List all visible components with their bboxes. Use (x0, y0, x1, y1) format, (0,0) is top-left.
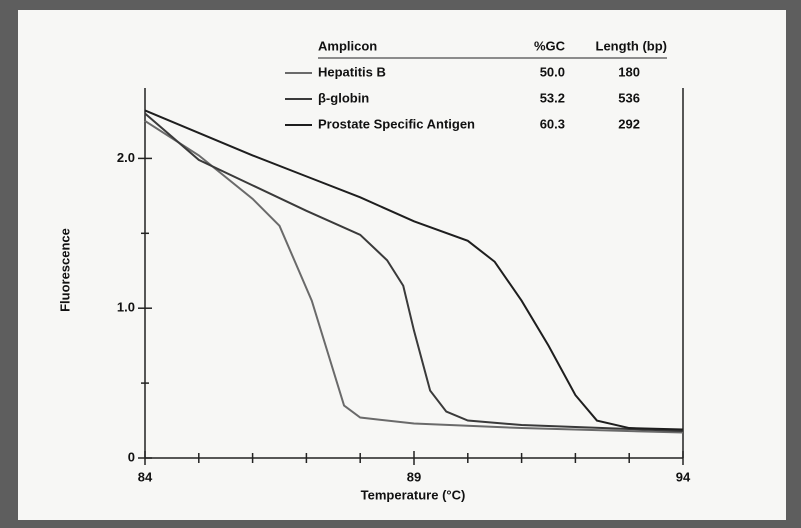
x-tick-label: 94 (676, 469, 691, 484)
legend-header: Length (bp) (596, 38, 667, 53)
legend-header: Amplicon (318, 38, 377, 53)
y-axis-label: Fluorescence (57, 228, 72, 312)
y-tick-label: 1.0 (117, 300, 135, 315)
y-tick-label: 0 (128, 449, 135, 464)
legend-length: 536 (618, 90, 640, 105)
legend-label: Hepatitis B (318, 64, 386, 79)
legend-label: β-globin (318, 90, 369, 105)
legend-length: 292 (618, 116, 640, 131)
legend-gc: 50.0 (540, 64, 565, 79)
y-tick-label: 2.0 (117, 150, 135, 165)
x-tick-label: 89 (407, 469, 421, 484)
x-tick-label: 84 (138, 469, 153, 484)
series-line (144, 120, 684, 434)
legend-length: 180 (618, 64, 640, 79)
legend-header: %GC (534, 38, 566, 53)
series-line (144, 112, 684, 433)
legend-gc: 53.2 (540, 90, 565, 105)
legend-gc: 60.3 (540, 116, 565, 131)
plot-background (18, 10, 786, 520)
series-line (144, 109, 684, 431)
x-axis-label: Temperature (°C) (361, 487, 466, 502)
legend-label: Prostate Specific Antigen (318, 116, 475, 131)
